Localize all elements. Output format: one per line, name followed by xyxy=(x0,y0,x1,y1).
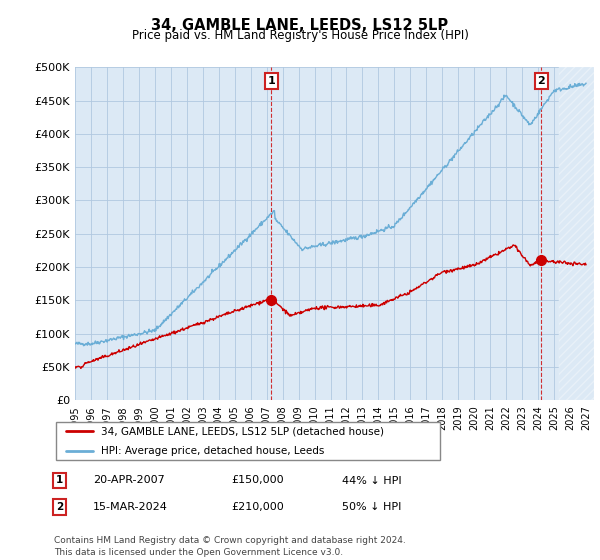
Text: £210,000: £210,000 xyxy=(231,502,284,512)
Text: 34, GAMBLE LANE, LEEDS, LS12 5LP (detached house): 34, GAMBLE LANE, LEEDS, LS12 5LP (detach… xyxy=(101,426,384,436)
Text: Price paid vs. HM Land Registry's House Price Index (HPI): Price paid vs. HM Land Registry's House … xyxy=(131,29,469,42)
Text: 15-MAR-2024: 15-MAR-2024 xyxy=(93,502,168,512)
Text: 20-APR-2007: 20-APR-2007 xyxy=(93,475,165,486)
Bar xyxy=(559,67,594,400)
Text: 2: 2 xyxy=(56,502,63,512)
Text: 1: 1 xyxy=(56,475,63,486)
Text: Contains HM Land Registry data © Crown copyright and database right 2024.
This d: Contains HM Land Registry data © Crown c… xyxy=(54,536,406,557)
Text: £150,000: £150,000 xyxy=(231,475,284,486)
Text: 1: 1 xyxy=(268,76,275,86)
Bar xyxy=(559,67,594,400)
Text: 44% ↓ HPI: 44% ↓ HPI xyxy=(342,475,401,486)
Text: 2: 2 xyxy=(538,76,545,86)
Text: 34, GAMBLE LANE, LEEDS, LS12 5LP: 34, GAMBLE LANE, LEEDS, LS12 5LP xyxy=(151,18,449,33)
Text: 50% ↓ HPI: 50% ↓ HPI xyxy=(342,502,401,512)
FancyBboxPatch shape xyxy=(56,422,440,460)
Text: HPI: Average price, detached house, Leeds: HPI: Average price, detached house, Leed… xyxy=(101,446,324,456)
